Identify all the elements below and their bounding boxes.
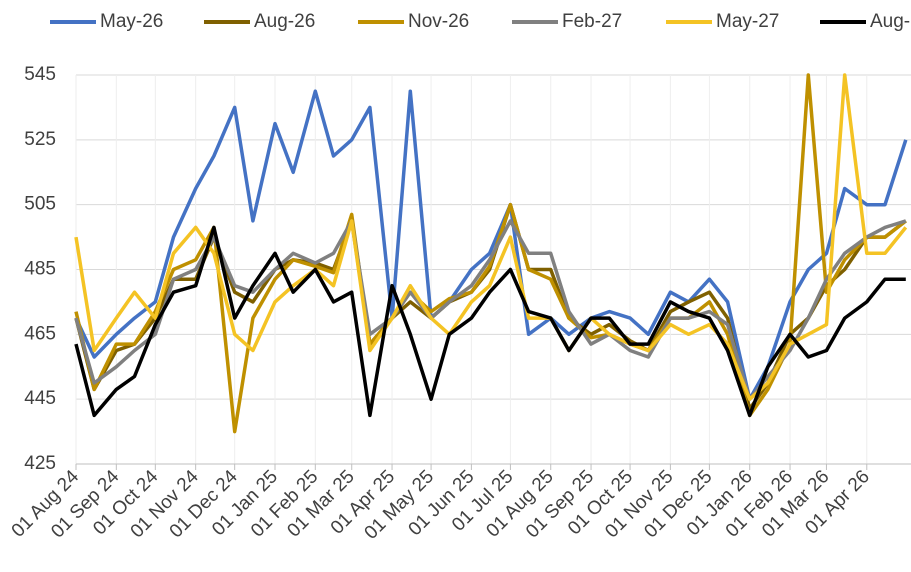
legend-label: Aug-26 (254, 11, 315, 32)
legend-label: Aug-27 (870, 11, 911, 32)
y-tick-label: 445 (24, 388, 56, 409)
series-line (74, 225, 906, 418)
legend-label: Feb-27 (562, 11, 622, 32)
y-tick-label: 505 (24, 194, 56, 215)
y-tick-label: 425 (24, 453, 56, 474)
y-tick-label: 525 (24, 129, 56, 150)
y-tick-label: 485 (24, 259, 56, 280)
y-tick-label: 545 (24, 64, 56, 85)
legend-label: May-26 (100, 11, 163, 32)
legend-label: May-27 (716, 11, 779, 32)
series-line (74, 73, 908, 401)
series-line (74, 219, 907, 401)
y-tick-label: 465 (24, 323, 56, 344)
legend-label: Nov-26 (408, 11, 469, 32)
